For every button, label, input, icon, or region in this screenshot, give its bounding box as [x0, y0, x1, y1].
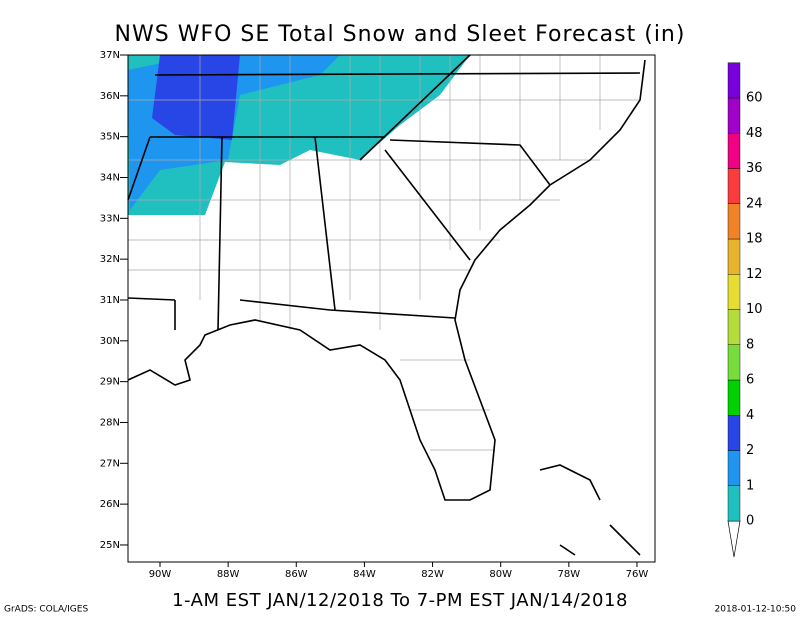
footer-right: 2018-01-12-10:50: [715, 605, 797, 615]
colorbar-bin: [727, 379, 741, 416]
latitude-label: 28N: [100, 417, 120, 428]
colorbar-label: 8: [746, 337, 754, 352]
colorbar-bin: [727, 238, 741, 275]
latitude-label: 25N: [100, 540, 120, 551]
colorbar-bin: [727, 274, 741, 310]
colorbar-bin: [727, 168, 741, 204]
longitude-label: 84W: [353, 569, 376, 580]
latitude-label: 26N: [100, 499, 120, 510]
colorbar-label: 10: [746, 302, 763, 317]
colorbar-label: 24: [746, 196, 763, 211]
colorbar-label: 36: [746, 161, 763, 176]
latitude-label: 34N: [100, 172, 120, 183]
colorbar-bin: [727, 485, 741, 522]
footer-left: GrADS: COLA/IGES: [4, 605, 88, 615]
map-title: NWS WFO SE Total Snow and Sleet Forecast…: [115, 22, 686, 47]
colorbar-bin: [727, 450, 741, 486]
colorbar-label: 0: [746, 514, 754, 529]
colorbar-bin: [727, 133, 741, 169]
colorbar-bin: [727, 344, 741, 381]
latitude-label: 37N: [100, 50, 120, 61]
colorbar-label: 1: [746, 478, 754, 493]
colorbar-bin: [727, 309, 741, 345]
longitude-label: 90W: [149, 569, 172, 580]
map-border: [127, 54, 656, 563]
state-boundaries: [127, 54, 641, 331]
colorbar-label: 48: [746, 126, 763, 141]
coastline: [127, 59, 646, 501]
county-lines: [128, 55, 640, 451]
colorbar-bin: [727, 415, 741, 451]
colorbar-bin: [727, 62, 741, 99]
longitude-label: 78W: [558, 569, 581, 580]
valid-period: 1-AM EST JAN/12/2018 To 7-PM EST JAN/14/…: [172, 590, 628, 611]
colorbar-label: 12: [746, 267, 763, 282]
longitude-label: 86W: [285, 569, 308, 580]
colorbar-bin: [727, 203, 741, 240]
longitude-label: 76W: [626, 569, 649, 580]
colorbar-label: 60: [746, 91, 763, 106]
latitude-label: 35N: [100, 132, 120, 143]
latitude-label: 31N: [100, 295, 120, 306]
colorbar-bottom-arrow: [727, 520, 741, 558]
colorbar-label: 4: [746, 408, 754, 423]
colorbar-label: 2: [746, 443, 754, 458]
snow-2-4: [152, 55, 240, 140]
latitude-label: 32N: [100, 254, 120, 265]
latitude-label: 33N: [100, 213, 120, 224]
latitude-label: 27N: [100, 458, 120, 469]
latitude-label: 29N: [100, 377, 120, 388]
latitude-label: 30N: [100, 336, 120, 347]
longitude-label: 82W: [421, 569, 444, 580]
longitude-label: 88W: [217, 569, 240, 580]
latitude-label: 36N: [100, 91, 120, 102]
colorbar-bin: [727, 97, 741, 134]
longitude-label: 80W: [489, 569, 512, 580]
islands: [539, 464, 641, 556]
map-area: [127, 54, 656, 563]
colorbar-label: 6: [746, 373, 754, 388]
colorbar-label: 18: [746, 232, 763, 247]
